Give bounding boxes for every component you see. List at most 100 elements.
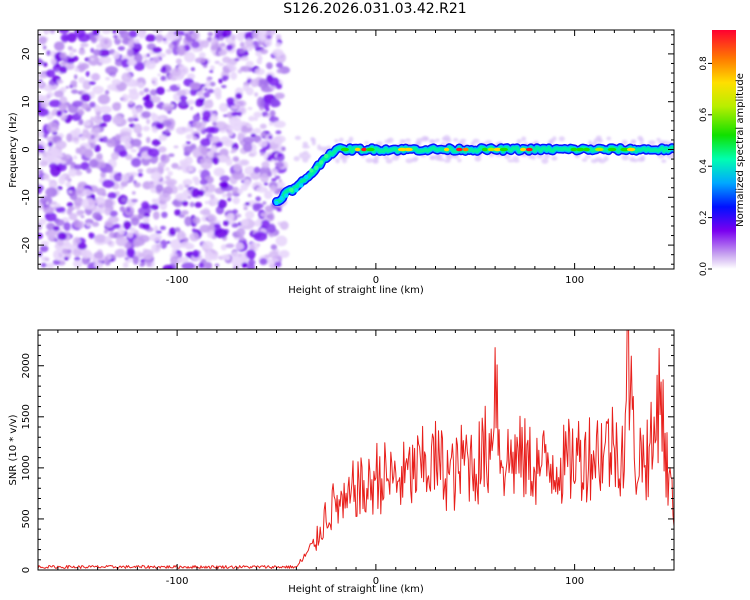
- noise-blob: [121, 198, 127, 202]
- noise-blob: [145, 94, 151, 100]
- noise-blob: [192, 216, 201, 224]
- noise-blob: [38, 218, 47, 225]
- signal-peak: [354, 147, 361, 152]
- signal-peak: [594, 147, 604, 152]
- noise-blob: [236, 228, 246, 237]
- noise-blob: [145, 59, 157, 70]
- noise-blob: [99, 37, 113, 49]
- noise-blob: [159, 192, 171, 203]
- noise-blob: [63, 256, 69, 261]
- noise-blob: [89, 57, 95, 61]
- noise-blob: [485, 140, 492, 145]
- noise-blob: [253, 127, 262, 134]
- noise-blob: [213, 223, 221, 229]
- noise-blob: [227, 197, 232, 202]
- noise-blob: [199, 224, 211, 233]
- noise-blob: [472, 138, 480, 144]
- noise-blob: [81, 249, 92, 259]
- noise-blob: [160, 75, 167, 82]
- noise-blob: [126, 247, 136, 258]
- noise-blob: [98, 105, 112, 114]
- noise-blob: [57, 232, 67, 241]
- noise-blob: [143, 87, 150, 93]
- noise-blob: [140, 258, 145, 263]
- noise-blob: [58, 66, 68, 74]
- noise-blob: [46, 222, 56, 231]
- noise-blob: [129, 227, 136, 233]
- noise-blob: [73, 219, 81, 229]
- noise-blob: [259, 123, 267, 129]
- noise-blob: [457, 158, 462, 163]
- noise-blob: [38, 131, 42, 138]
- signal-peak: [404, 147, 413, 152]
- noise-blob: [253, 220, 262, 227]
- noise-blob: [248, 115, 255, 122]
- noise-blob: [552, 136, 557, 142]
- noise-blob: [55, 69, 59, 73]
- noise-blob: [67, 57, 75, 65]
- noise-blob: [255, 196, 261, 202]
- noise-blob: [83, 120, 91, 127]
- noise-blob: [214, 30, 223, 35]
- noise-blob: [68, 212, 78, 221]
- snr-y-tick-label: 1500: [21, 404, 32, 429]
- noise-blob: [158, 134, 168, 142]
- noise-blob: [146, 118, 151, 125]
- noise-blob: [102, 179, 115, 188]
- noise-blob: [58, 103, 67, 112]
- spectrogram-y-tick-label: 20: [21, 48, 32, 61]
- snr-series-line: [38, 330, 674, 569]
- colorbar: 0.0 0.2 0.4 0.6 0.8 Normalized spectral ampl…: [699, 30, 746, 276]
- noise-blob: [206, 77, 212, 82]
- noise-blob: [255, 50, 262, 57]
- noise-blob: [119, 135, 132, 144]
- noise-blob: [401, 139, 406, 144]
- noise-blob: [38, 223, 42, 231]
- noise-blob: [97, 94, 111, 105]
- noise-blob: [273, 171, 277, 177]
- noise-blob: [239, 48, 245, 54]
- noise-blob: [155, 230, 162, 234]
- noise-blob: [434, 154, 441, 161]
- noise-blob: [219, 181, 228, 188]
- noise-blob: [123, 221, 132, 230]
- noise-blob: [93, 104, 101, 113]
- noise-blob: [267, 171, 273, 178]
- noise-blob: [49, 162, 58, 170]
- noise-blob: [181, 262, 195, 269]
- noise-blob: [62, 248, 69, 254]
- noise-blob: [202, 110, 212, 120]
- noise-blob: [68, 190, 72, 194]
- noise-blob: [100, 171, 106, 179]
- noise-blob: [142, 249, 154, 260]
- noise-blob: [226, 191, 233, 198]
- colorbar-tick-label: 0.8: [699, 56, 709, 71]
- noise-blob: [204, 87, 208, 92]
- noise-blob: [421, 136, 429, 142]
- noise-blob: [222, 56, 231, 64]
- noise-blob: [234, 58, 240, 62]
- noise-blob: [231, 256, 244, 267]
- noise-blob: [189, 232, 200, 242]
- spectrogram-x-tick-label: 0: [373, 275, 379, 286]
- noise-blob: [166, 89, 172, 92]
- noise-blob: [305, 153, 311, 159]
- noise-blob: [186, 99, 195, 105]
- noise-blob: [125, 154, 133, 161]
- noise-blob: [96, 153, 103, 160]
- noise-blob: [56, 110, 63, 117]
- noise-blob: [240, 56, 249, 62]
- noise-blob: [216, 46, 222, 52]
- noise-blob: [46, 149, 57, 160]
- noise-blob: [630, 139, 637, 143]
- noise-blob: [165, 178, 178, 186]
- noise-blob: [92, 127, 101, 135]
- noise-blob: [267, 154, 273, 162]
- noise-blob: [204, 200, 210, 205]
- noise-blob: [66, 133, 73, 143]
- noise-blob: [268, 135, 273, 140]
- noise-blob: [218, 36, 224, 41]
- noise-blob: [86, 167, 92, 174]
- noise-blob: [656, 137, 661, 142]
- noise-blob: [411, 157, 418, 163]
